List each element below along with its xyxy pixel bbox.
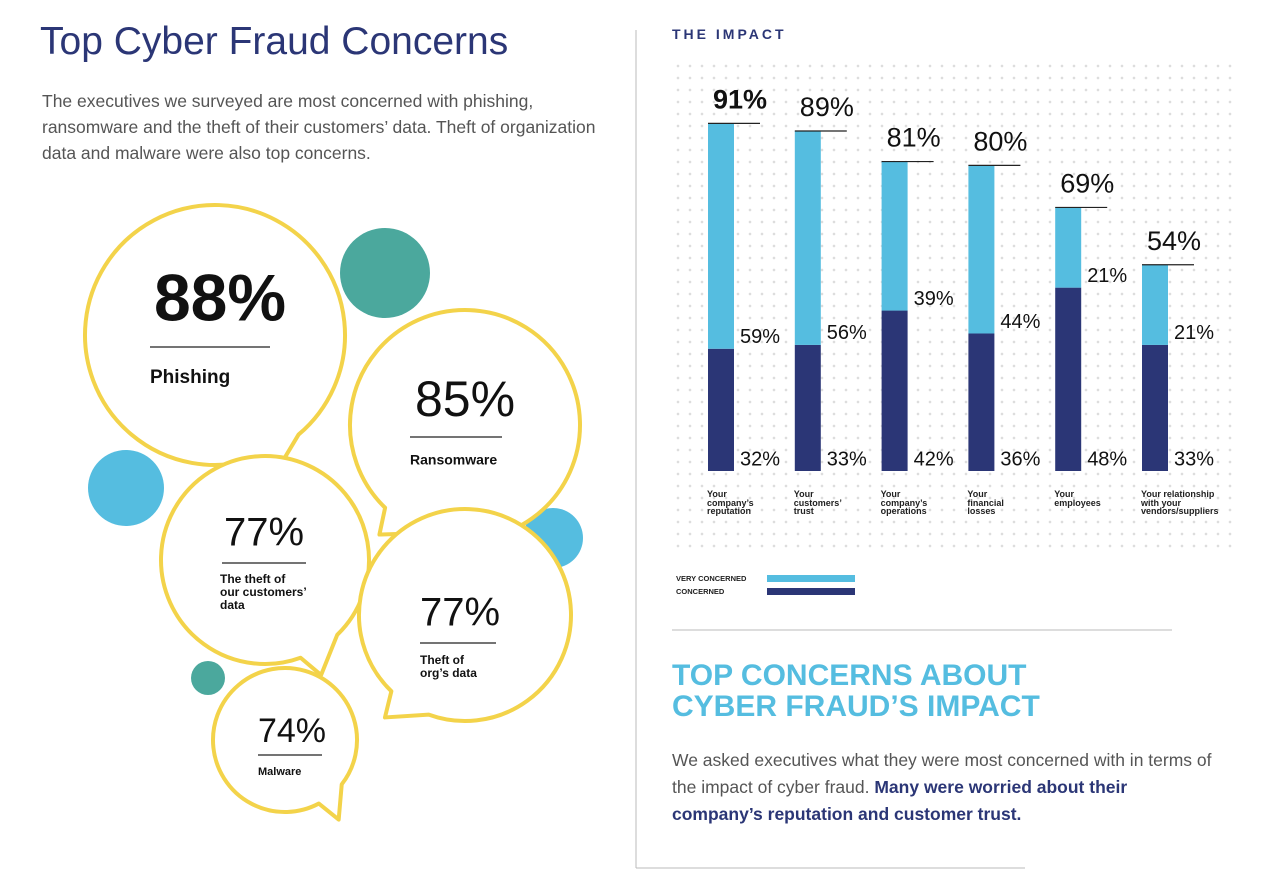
bubble-label: Phishing <box>150 367 230 388</box>
bubble-label: The theft of <box>220 572 286 586</box>
segment-label: 42% <box>914 448 954 470</box>
speech-bubble <box>211 666 359 822</box>
bubble-label: Ransomware <box>410 452 497 468</box>
bubble-label: our customers’ <box>220 585 307 599</box>
segment-label: 33% <box>827 448 867 470</box>
bar-segment <box>881 161 908 311</box>
bubble-value: 88% <box>154 260 286 334</box>
bar-segment <box>881 310 908 471</box>
legend-swatch <box>767 575 855 582</box>
legend-label: VERY CONCERNED <box>676 574 747 583</box>
bar-segment <box>794 131 821 345</box>
legend-label: CONCERNED <box>676 587 725 596</box>
x-tick-label: Your financial losses <box>967 489 1004 516</box>
page-title: Top Cyber Fraud Concerns <box>40 20 509 63</box>
decor-circle <box>88 450 164 526</box>
body-highlight: Many were worried about their company’s … <box>672 777 1128 824</box>
segment-label: 21% <box>1174 322 1214 344</box>
section-heading: TOP CONCERNS ABOUT CYBER FRAUD’S IMPACT <box>672 659 1040 723</box>
bubble-value: 77% <box>420 591 500 635</box>
bar-segment <box>708 123 734 349</box>
chart-title: THE IMPACT <box>672 26 787 42</box>
segment-label: 36% <box>1000 448 1040 470</box>
bubble-label: Theft of <box>420 653 465 667</box>
segment-label: 21% <box>1087 265 1127 287</box>
x-tick-label: Your company’s reputation <box>707 489 754 516</box>
legend-swatch <box>767 588 855 595</box>
bubble-label: Malware <box>258 766 301 778</box>
bar-segment <box>1142 264 1168 345</box>
intro-text: The executives we surveyed are most conc… <box>42 91 596 163</box>
bar-segment <box>708 348 734 471</box>
speech-bubble <box>357 507 573 723</box>
segment-label: 44% <box>1000 311 1040 333</box>
x-tick-label: Your employees <box>1054 489 1101 508</box>
decor-circle <box>191 661 225 695</box>
total-label: 89% <box>800 92 854 122</box>
bubble-label: data <box>220 598 245 612</box>
total-label: 54% <box>1147 226 1201 256</box>
bubble-label: org’s data <box>420 666 477 680</box>
segment-label: 32% <box>740 448 780 470</box>
bar-segment <box>1055 287 1082 471</box>
x-tick-label: Your relationship with your vendors/supp… <box>1141 489 1219 516</box>
segment-label: 59% <box>740 326 780 348</box>
speech-bubble <box>83 203 347 480</box>
bar-segment <box>794 344 821 471</box>
body-text: We asked executives what they were most … <box>672 750 1212 797</box>
segment-label: 48% <box>1087 448 1127 470</box>
segment-label: 56% <box>827 322 867 344</box>
bubble-value: 85% <box>415 371 515 427</box>
bar-segment <box>1142 344 1168 471</box>
bar-segment <box>968 333 995 471</box>
total-label: 80% <box>973 127 1027 157</box>
x-tick-label: Your customers’ trust <box>793 489 842 516</box>
bubble-value: 77% <box>224 511 304 555</box>
bubble-value: 74% <box>258 712 326 750</box>
body-text: We asked executives what they were most … <box>672 747 1217 828</box>
segment-label: 33% <box>1174 448 1214 470</box>
bar-segment <box>1055 207 1082 288</box>
bar-segment <box>968 165 995 334</box>
total-label: 69% <box>1060 169 1114 199</box>
total-label: 81% <box>887 123 941 153</box>
x-tick-label: Your company’s operations <box>880 489 928 516</box>
total-label: 91% <box>713 85 767 115</box>
speech-bubble <box>159 454 371 678</box>
segment-label: 39% <box>914 288 954 310</box>
decor-circle <box>340 228 430 318</box>
